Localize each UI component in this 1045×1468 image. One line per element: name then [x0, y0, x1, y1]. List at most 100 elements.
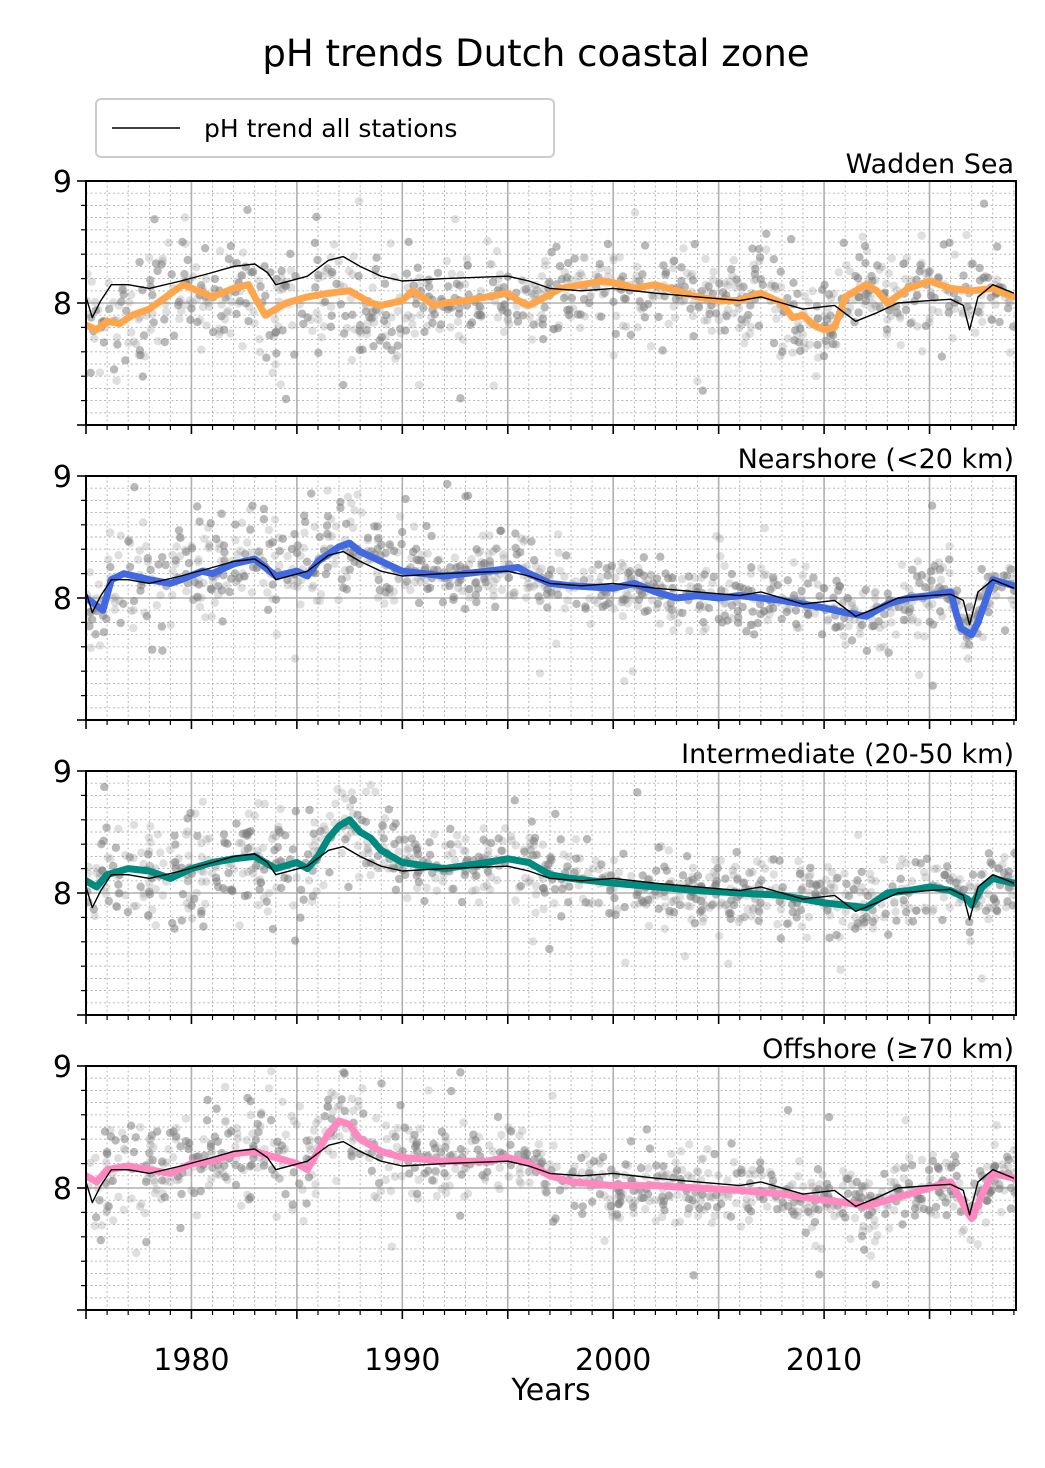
observation-point	[895, 862, 905, 871]
observation-point	[570, 1162, 579, 1171]
observation-point	[638, 270, 647, 279]
observation-point	[564, 852, 574, 862]
observation-point	[939, 893, 949, 902]
observation-point	[717, 1192, 727, 1201]
observation-point	[727, 601, 737, 610]
observation-point	[615, 1187, 624, 1196]
observation-point	[838, 1209, 847, 1218]
observation-point	[161, 560, 170, 570]
observation-point	[870, 1237, 880, 1246]
observation-point	[427, 531, 436, 541]
scatter-points	[86, 780, 1016, 983]
observation-point	[112, 902, 122, 911]
observation-point	[857, 883, 867, 892]
observation-point	[530, 1155, 539, 1164]
observation-point	[929, 620, 938, 629]
observation-point	[124, 537, 133, 546]
y-tick-label: 8	[53, 287, 72, 322]
observation-point	[135, 346, 145, 355]
observation-point	[537, 272, 547, 281]
observation-point	[491, 602, 500, 612]
observation-point	[884, 1224, 894, 1233]
observation-point	[456, 1068, 465, 1077]
observation-point	[204, 543, 214, 553]
x-axis-label: Years	[510, 1373, 590, 1408]
observation-point	[585, 594, 594, 603]
observation-point	[94, 580, 104, 589]
observation-point	[582, 834, 592, 844]
observation-point	[220, 1161, 229, 1170]
observation-point	[563, 596, 572, 605]
observation-point	[745, 868, 755, 877]
observation-point	[254, 276, 263, 285]
observation-point	[403, 845, 412, 855]
observation-point	[823, 862, 833, 872]
observation-point	[694, 303, 704, 312]
observation-point	[278, 1097, 287, 1106]
observation-point	[389, 587, 398, 596]
observation-point	[234, 299, 243, 308]
observation-point	[459, 846, 468, 855]
observation-point	[687, 915, 696, 924]
observation-point	[759, 1194, 768, 1204]
observation-point	[928, 305, 937, 315]
observation-point	[855, 629, 865, 639]
observation-point	[716, 856, 725, 865]
observation-point	[176, 1142, 185, 1151]
observation-point	[587, 565, 597, 575]
observation-point	[873, 261, 882, 270]
observation-point	[108, 593, 117, 603]
observation-point	[125, 535, 134, 545]
observation-point	[488, 547, 498, 556]
observation-point	[905, 1153, 914, 1162]
observation-point	[920, 632, 929, 641]
observation-point	[789, 278, 798, 288]
observation-point	[769, 254, 778, 264]
observation-point	[414, 1175, 423, 1185]
observation-point	[595, 259, 605, 269]
observation-point	[886, 608, 895, 618]
observation-point	[117, 297, 126, 306]
observation-point	[459, 1165, 469, 1174]
observation-point	[1009, 322, 1016, 331]
observation-point	[322, 521, 332, 530]
observation-point	[725, 277, 735, 286]
observation-point	[717, 898, 726, 907]
observation-point	[372, 569, 382, 578]
observation-point	[600, 1236, 609, 1246]
observation-point	[808, 286, 817, 296]
observation-point	[769, 338, 779, 348]
observation-point	[146, 822, 155, 831]
observation-point	[755, 599, 765, 609]
observation-point	[199, 867, 208, 877]
observation-point	[740, 912, 749, 922]
observation-point	[347, 1146, 356, 1156]
observation-point	[612, 1212, 621, 1221]
y-tick-label: 9	[53, 165, 72, 200]
observation-point	[664, 846, 674, 855]
observation-point	[401, 494, 410, 504]
observation-point	[86, 1158, 95, 1168]
observation-point	[100, 1127, 110, 1136]
observation-point	[396, 1101, 405, 1110]
observation-point	[515, 548, 525, 557]
observation-point	[187, 1186, 196, 1195]
observation-point	[346, 517, 355, 526]
observation-point	[746, 301, 755, 310]
observation-point	[657, 1212, 667, 1222]
observation-point	[749, 276, 759, 285]
observation-point	[129, 596, 139, 606]
observation-point	[803, 609, 813, 619]
observation-point	[135, 1202, 145, 1211]
observation-point	[443, 479, 452, 489]
observation-point	[440, 1181, 450, 1191]
observation-point	[720, 599, 729, 608]
observation-point	[555, 1186, 565, 1195]
observation-point	[503, 316, 512, 325]
observation-point	[241, 262, 250, 271]
observation-point	[594, 560, 603, 569]
observation-point	[912, 906, 921, 916]
observation-point	[269, 830, 278, 840]
observation-point	[627, 871, 636, 881]
observation-point	[503, 314, 513, 323]
